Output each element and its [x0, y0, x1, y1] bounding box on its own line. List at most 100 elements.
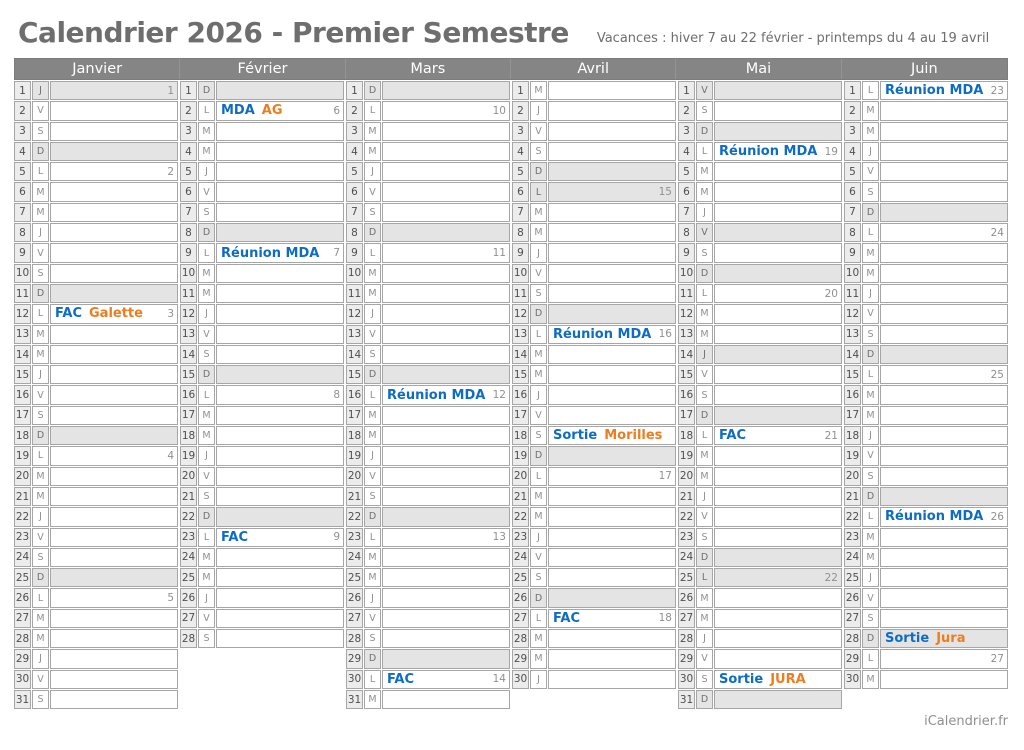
month-name: Mai	[676, 59, 842, 79]
day-number: 30	[678, 669, 695, 689]
day-letter: V	[364, 466, 381, 486]
day-event-cell	[50, 283, 178, 304]
day-letter: M	[862, 405, 879, 426]
day-row: 16 S	[678, 385, 842, 405]
day-event-cell	[50, 689, 178, 710]
day-event-cell	[714, 629, 842, 649]
day-letter: D	[198, 81, 215, 101]
day-event-cell: Sortie Jura	[880, 629, 1008, 649]
day-event-cell	[548, 527, 676, 547]
page-title: Calendrier 2026 - Premier Semestre	[18, 16, 569, 49]
day-letter: S	[862, 608, 879, 629]
day-row: 13 L Réunion MDA 16	[512, 324, 676, 344]
day-letter: V	[696, 223, 713, 243]
day-letter: M	[696, 162, 713, 182]
day-letter: M	[198, 121, 215, 141]
day-letter: M	[364, 547, 381, 568]
day-letter: D	[696, 263, 713, 283]
day-row: 30 V	[14, 669, 178, 689]
day-number: 28	[678, 629, 695, 649]
day-event-cell: 2	[50, 162, 178, 182]
day-letter: J	[198, 304, 215, 324]
day-row: 10 D	[678, 263, 842, 283]
day-row: 21 D	[844, 486, 1008, 507]
day-number: 1	[346, 81, 363, 101]
day-number: 16	[844, 385, 861, 405]
day-event-cell	[216, 121, 344, 141]
day-row: 19 J	[180, 446, 344, 466]
day-letter: D	[364, 649, 381, 669]
week-number: 22	[824, 571, 838, 584]
day-letter: M	[530, 507, 547, 527]
day-number: 6	[678, 182, 695, 202]
day-row: 14 S	[180, 344, 344, 365]
day-event-cell	[50, 507, 178, 527]
day-row: 29 L 27	[844, 649, 1008, 669]
day-letter: L	[696, 426, 713, 446]
day-row: 10 V	[512, 263, 676, 283]
day-letter: D	[862, 629, 879, 649]
day-number: 30	[14, 669, 31, 689]
day-row: 27 L FAC 18	[512, 608, 676, 629]
day-number: 11	[512, 283, 529, 304]
day-event-cell	[714, 81, 842, 101]
day-event-cell	[880, 202, 1008, 223]
day-number: 5	[346, 162, 363, 182]
day-letter: L	[364, 385, 381, 405]
day-number: 25	[14, 568, 31, 588]
day-row: 26 D	[512, 588, 676, 608]
day-row: 1 L Réunion MDA 23	[844, 81, 1008, 101]
day-event-cell	[714, 344, 842, 365]
day-letter: J	[530, 243, 547, 263]
day-event-cell	[382, 365, 510, 385]
day-letter: M	[32, 182, 49, 202]
day-number: 17	[14, 405, 31, 426]
week-number: 17	[658, 470, 672, 483]
footer-credit: iCalendrier.fr	[924, 714, 1008, 730]
day-event-cell	[714, 446, 842, 466]
day-event-cell: Réunion MDA 19	[714, 141, 842, 162]
day-row: 18 S Sortie Morilles	[512, 426, 676, 446]
day-number: 2	[844, 101, 861, 121]
day-number: 12	[512, 304, 529, 324]
day-number: 27	[512, 608, 529, 629]
day-row: 24 M	[346, 547, 510, 568]
day-row: 22 M	[512, 507, 676, 527]
day-row: 12 D	[512, 304, 676, 324]
month-column: 1 M 2 J 3 V 4 S 5 D 6 L 15 7 M 8 M 9 J 10 V 11 S 12 D 13 L Réunion …	[512, 81, 676, 709]
day-event-cell	[548, 547, 676, 568]
day-number: 31	[678, 689, 695, 710]
day-row: 29 M	[512, 649, 676, 669]
day-event-cell	[880, 669, 1008, 689]
day-event-cell	[880, 121, 1008, 141]
month-column: 1 L Réunion MDA 23 2 M 3 M 4 J 5 V 6 S 7 D 8 L 24 9 M 10 M 11 J 1…	[844, 81, 1008, 709]
day-letter: J	[862, 141, 879, 162]
day-number: 24	[180, 547, 197, 568]
event-label: JURA	[770, 671, 806, 687]
day-row: 30 S Sortie JURA	[678, 669, 842, 689]
day-number: 18	[14, 426, 31, 446]
day-letter: L	[862, 649, 879, 669]
week-number: 27	[990, 652, 1004, 665]
day-row: 22 V	[678, 507, 842, 527]
day-event-cell	[880, 405, 1008, 426]
day-number: 12	[180, 304, 197, 324]
day-letter: J	[32, 81, 49, 101]
day-event-cell	[382, 689, 510, 710]
day-letter: M	[32, 629, 49, 649]
day-number: 20	[346, 466, 363, 486]
day-event-cell	[382, 304, 510, 324]
day-letter: M	[696, 588, 713, 608]
day-letter: V	[198, 466, 215, 486]
day-letter: V	[530, 405, 547, 426]
day-letter: M	[530, 202, 547, 223]
day-row: 11 S	[512, 283, 676, 304]
day-event-cell	[548, 263, 676, 283]
day-event-cell: Réunion MDA 12	[382, 385, 510, 405]
